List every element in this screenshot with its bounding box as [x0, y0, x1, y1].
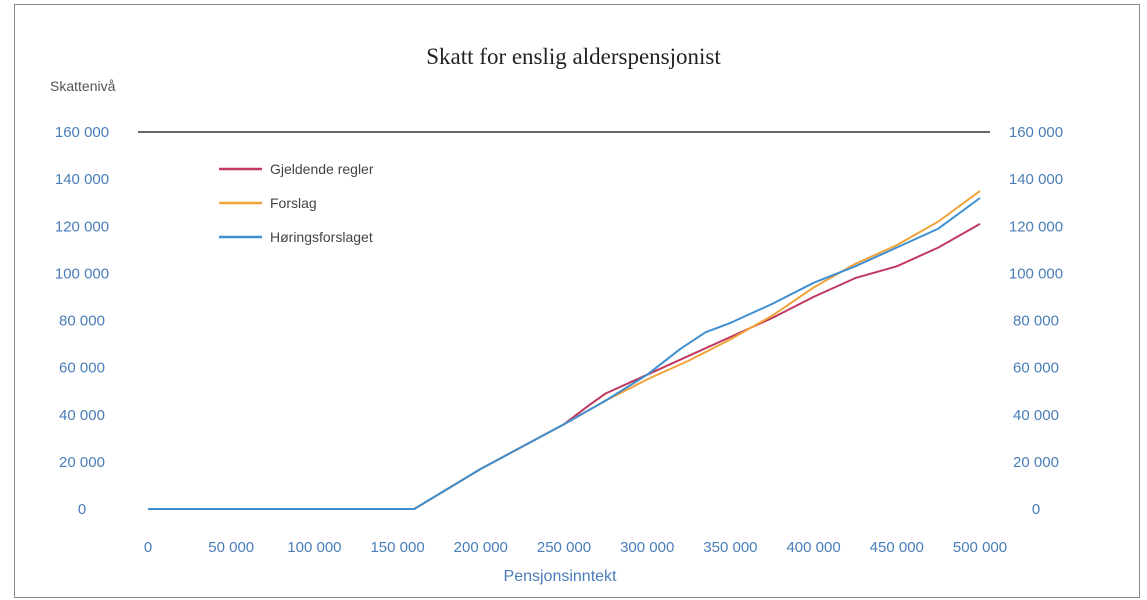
x-tick-label: 150 000 — [370, 539, 424, 556]
y-tick-label-right: 40 000 — [1013, 407, 1059, 424]
y-tick-label-right: 80 000 — [1013, 313, 1059, 330]
x-tick-label: 100 000 — [287, 539, 341, 556]
chart-frame — [14, 4, 1140, 598]
legend-label: Høringsforslaget — [270, 229, 373, 245]
y-tick-label-right: 140 000 — [1009, 171, 1063, 188]
y-tick-label-left: 160 000 — [55, 124, 109, 141]
y-tick-label-left: 40 000 — [59, 407, 105, 424]
x-tick-label: 200 000 — [454, 539, 508, 556]
y-tick-label-left: 100 000 — [55, 265, 109, 282]
y-tick-label-right: 160 000 — [1009, 124, 1063, 141]
y-tick-label-right: 60 000 — [1013, 360, 1059, 377]
x-tick-label: 500 000 — [953, 539, 1007, 556]
x-tick-label: 250 000 — [537, 539, 591, 556]
y-tick-label-left: 20 000 — [59, 454, 105, 471]
x-tick-label: 0 — [144, 539, 152, 556]
x-axis-label: Pensjonsinntekt — [503, 568, 617, 585]
y-tick-label-right: 20 000 — [1013, 454, 1059, 471]
x-tick-label: 450 000 — [870, 539, 924, 556]
x-tick-label: 50 000 — [208, 539, 254, 556]
y-tick-label-right: 120 000 — [1009, 218, 1063, 235]
x-tick-label: 400 000 — [786, 539, 840, 556]
y-tick-label-left: 80 000 — [59, 313, 105, 330]
y-tick-label-left: 140 000 — [55, 171, 109, 188]
y-tick-label-left: 60 000 — [59, 360, 105, 377]
x-tick-label: 350 000 — [703, 539, 757, 556]
y-tick-label-left: 0 — [78, 501, 86, 518]
chart-title: Skatt for enslig alderspensjonist — [426, 44, 721, 69]
y-tick-label-right: 100 000 — [1009, 265, 1063, 282]
legend-label: Gjeldende regler — [270, 161, 374, 177]
series-line — [148, 197, 981, 510]
y-tick-label-right: 0 — [1032, 501, 1040, 518]
x-tick-label: 300 000 — [620, 539, 674, 556]
y-tick-label-left: 120 000 — [55, 218, 109, 235]
y-axis-label: Skattenivå — [50, 78, 116, 94]
legend-label: Forslag — [270, 195, 317, 211]
